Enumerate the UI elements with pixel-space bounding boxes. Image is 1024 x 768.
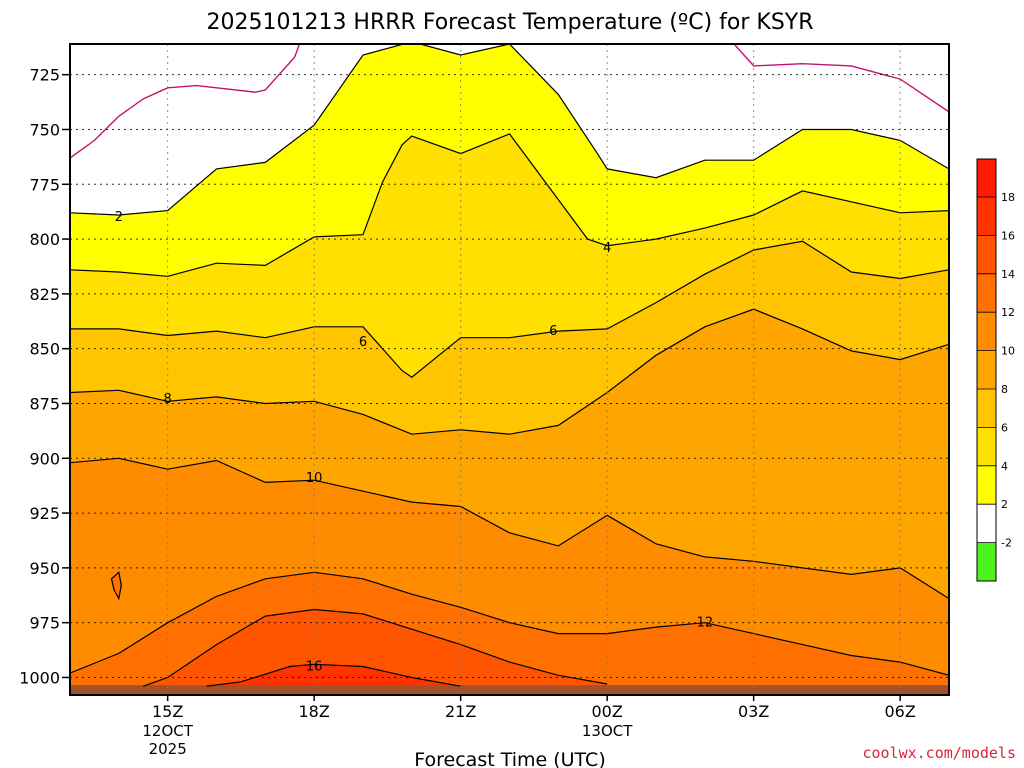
colorbar-tick-label: 12 [1001,306,1015,319]
y-tick-label: 800 [29,230,60,249]
contour-label-6: 6 [359,335,367,350]
colorbar-tick-label: 16 [1001,229,1015,242]
x-tick-year: 2025 [149,740,187,758]
y-tick-label: 900 [29,449,60,468]
colorbar-swatch [977,504,996,543]
y-tick-label: 1000 [19,668,60,687]
y-tick-label: 775 [29,175,60,194]
x-tick-date: 12OCT [142,722,193,740]
contour-line-4 [70,133,949,277]
contour-line-8 [70,308,949,435]
colorbar-swatch [977,350,996,389]
colorbar-tick-label: -2 [1001,537,1012,550]
y-tick-label: 950 [29,559,60,578]
contour-label-12: 12 [697,616,714,631]
contour-line-2 [70,44,949,216]
fill-band-above-14 [143,609,608,695]
x-axis-label: Forecast Time (UTC) [414,749,605,768]
contour-closed-12 [110,571,122,601]
y-tick-label: 975 [29,614,60,633]
colorbar-tick-label: 14 [1001,268,1015,281]
colorbar-frame [976,158,997,582]
contour-line-14 [143,608,608,687]
x-tick-label: 00Z [592,702,623,721]
y-tick-label: 875 [29,394,60,413]
contour-line-16 [206,663,461,687]
colorbar-tick-label: 6 [1001,421,1008,434]
x-tick-date: 13OCT [582,722,633,740]
chart-title: 2025101213 HRRR Forecast Temperature (ºC… [206,10,813,35]
x-tick-label: 06Z [885,702,916,721]
y-tick-label: 750 [29,120,60,139]
colorbar-tick-label: 10 [1001,345,1015,358]
contour-label-16: 16 [306,660,323,675]
x-tick-label: 03Z [738,702,769,721]
credit-link[interactable]: coolwx.com/models [862,744,1016,762]
surface-strip [70,685,949,695]
contour-label-10: 10 [306,471,323,486]
contour-line-cold-right [733,44,949,113]
axes: 725 750 775 800 825 850 875 900 925 950 975 1000 15Z… [19,43,950,758]
x-tick-label: 15Z [152,702,183,721]
colorbar-swatch [977,273,996,313]
colorbar-legend: -2 2 4 6 8 10 12 14 16 18 [976,158,1015,582]
contour-label-6: 6 [549,324,557,339]
colorbar-swatch [977,389,996,428]
x-tick-label: 21Z [445,702,476,721]
colorbar-tick-label: 2 [1001,498,1008,511]
y-tick-label: 825 [29,285,60,304]
colorbar-swatch [977,197,996,236]
contour-line-cold-left [70,44,301,159]
colorbar-tick-label: 18 [1001,191,1015,204]
colorbar-swatch [977,312,996,351]
contour-line-6 [70,240,949,378]
x-tick-label: 18Z [299,702,330,721]
colorbar-tick-label: 8 [1001,383,1008,396]
plot-frame [69,43,950,696]
colorbar-swatch [977,427,996,466]
colorbar-tick-label: 4 [1001,460,1008,473]
colorbar-swatch [977,159,996,197]
y-tick-label: 725 [29,66,60,85]
contour-label-2: 2 [115,210,123,225]
y-tick-label: 850 [29,340,60,359]
colorbar-swatch [977,542,996,581]
colorbar-swatch [977,465,996,505]
y-tick-label: 925 [29,504,60,523]
colorbar-swatch [977,235,996,274]
